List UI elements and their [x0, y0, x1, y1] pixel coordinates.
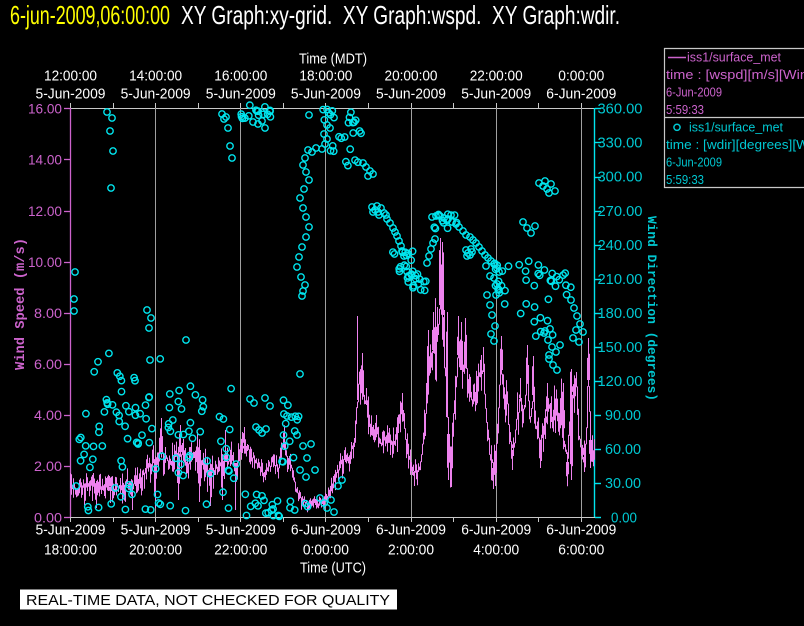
svg-text:iss1/surface_met: iss1/surface_met: [687, 50, 781, 65]
svg-text:0.00: 0.00: [34, 509, 62, 525]
svg-text:18:00:00: 18:00:00: [44, 543, 97, 559]
svg-text:20:00:00: 20:00:00: [129, 543, 182, 559]
svg-text:60.00: 60.00: [605, 442, 641, 458]
svg-text:5-Jun-2009: 5-Jun-2009: [36, 87, 106, 103]
svg-text:0:00:00: 0:00:00: [558, 69, 604, 85]
svg-text:5-Jun-2009: 5-Jun-2009: [36, 523, 106, 539]
svg-text:5:59:33: 5:59:33: [666, 172, 704, 187]
svg-text:Wind Speed (m/s): Wind Speed (m/s): [13, 238, 29, 370]
svg-text:210.00: 210.00: [598, 272, 643, 288]
svg-text:12:00:00: 12:00:00: [44, 69, 97, 85]
svg-text:14:00:00: 14:00:00: [129, 69, 182, 85]
svg-text:18:00:00: 18:00:00: [299, 69, 352, 85]
svg-text:REAL-TIME DATA, NOT CHECKED FO: REAL-TIME DATA, NOT CHECKED FOR QUALITY: [26, 592, 390, 609]
svg-text:180.00: 180.00: [598, 306, 643, 322]
svg-text:30.00: 30.00: [605, 476, 641, 492]
svg-text:Time (UTC): Time (UTC): [300, 561, 366, 577]
svg-text:iss1/surface_met: iss1/surface_met: [689, 120, 783, 135]
svg-text:150.00: 150.00: [598, 340, 643, 356]
svg-text:4:00:00: 4:00:00: [473, 543, 519, 559]
svg-text:6-Jun-2009: 6-Jun-2009: [291, 523, 361, 539]
svg-text:10.00: 10.00: [28, 254, 62, 270]
svg-text:5-Jun-2009: 5-Jun-2009: [291, 87, 361, 103]
svg-text:time : [wspd][m/s][Wind: time : [wspd][m/s][Wind: [666, 67, 804, 82]
svg-text:5-Jun-2009: 5-Jun-2009: [206, 523, 276, 539]
svg-text:16:00:00: 16:00:00: [214, 69, 267, 85]
svg-text:6-Jun-2009: 6-Jun-2009: [461, 523, 531, 539]
svg-text:22:00:00: 22:00:00: [214, 543, 267, 559]
svg-text:6-Jun-2009: 6-Jun-2009: [546, 87, 616, 103]
svg-text:16.00: 16.00: [28, 101, 62, 117]
svg-text:5:59:33: 5:59:33: [666, 102, 704, 117]
svg-text:0:00:00: 0:00:00: [303, 543, 349, 559]
svg-text:270.00: 270.00: [598, 204, 643, 220]
svg-text:120.00: 120.00: [598, 374, 643, 390]
svg-text:12.00: 12.00: [28, 203, 62, 219]
svg-text:6-jun-2009,06:00:00: 6-jun-2009,06:00:00: [10, 0, 170, 30]
svg-text:300.00: 300.00: [598, 170, 643, 186]
svg-text:22:00:00: 22:00:00: [470, 69, 523, 85]
svg-text:360.00: 360.00: [598, 102, 643, 118]
svg-text:5-Jun-2009: 5-Jun-2009: [461, 87, 531, 103]
svg-text:6:00:00: 6:00:00: [558, 543, 604, 559]
svg-text:4.00: 4.00: [34, 407, 62, 423]
svg-text:6.00: 6.00: [34, 356, 62, 372]
svg-text:6-Jun-2009: 6-Jun-2009: [376, 523, 446, 539]
svg-text:20:00:00: 20:00:00: [385, 69, 438, 85]
svg-text:14.00: 14.00: [28, 152, 62, 168]
svg-text:8.00: 8.00: [34, 305, 62, 321]
svg-text:time : [wdir][degrees][Wi: time : [wdir][degrees][Wi: [666, 137, 804, 152]
svg-text:330.00: 330.00: [598, 136, 643, 152]
svg-text:5-Jun-2009: 5-Jun-2009: [206, 87, 276, 103]
svg-text:5-Jun-2009: 5-Jun-2009: [121, 523, 191, 539]
svg-text:90.00: 90.00: [605, 408, 641, 424]
svg-text:2:00:00: 2:00:00: [388, 543, 434, 559]
svg-text:5-Jun-2009: 5-Jun-2009: [121, 87, 191, 103]
svg-text:5-Jun-2009: 5-Jun-2009: [376, 87, 446, 103]
svg-text:6-Jun-2009: 6-Jun-2009: [666, 85, 722, 100]
svg-text:240.00: 240.00: [598, 238, 643, 254]
svg-text:Wind Direction (degrees): Wind Direction (degrees): [644, 216, 659, 401]
svg-text:2.00: 2.00: [34, 458, 62, 474]
svg-text:0.00: 0.00: [611, 510, 637, 526]
svg-text:XY Graph:xy-grid. XY Graph:ws: XY Graph:xy-grid. XY Graph:wspd. XY Grap…: [181, 0, 620, 30]
svg-text:6-Jun-2009: 6-Jun-2009: [546, 523, 616, 539]
svg-text:Time (MDT): Time (MDT): [299, 52, 367, 68]
svg-text:6-Jun-2009: 6-Jun-2009: [666, 155, 722, 170]
